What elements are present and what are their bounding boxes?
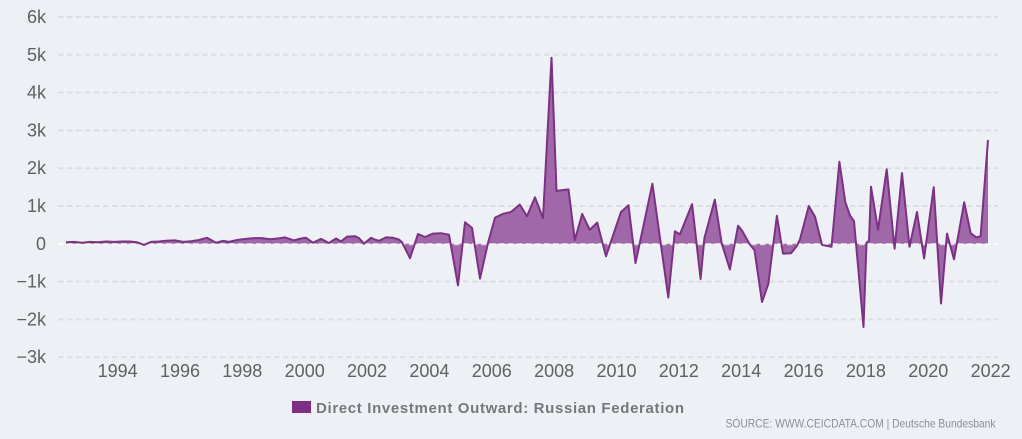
svg-text:−3k: −3k [16, 347, 47, 367]
svg-text:2004: 2004 [409, 361, 449, 381]
svg-text:2012: 2012 [659, 361, 699, 381]
svg-text:0: 0 [36, 234, 46, 254]
svg-text:1k: 1k [27, 196, 47, 216]
svg-text:SOURCE: WWW.CEICDATA.COM | Deu: SOURCE: WWW.CEICDATA.COM | Deutsche Bund… [726, 417, 997, 431]
svg-text:−2k: −2k [16, 309, 47, 329]
svg-text:2010: 2010 [596, 361, 636, 381]
svg-text:2002: 2002 [347, 361, 387, 381]
svg-text:1994: 1994 [98, 361, 138, 381]
svg-text:2000: 2000 [285, 361, 325, 381]
svg-text:3k: 3k [27, 120, 47, 140]
svg-text:4k: 4k [27, 83, 47, 103]
svg-text:2020: 2020 [908, 361, 948, 381]
svg-text:2014: 2014 [721, 361, 761, 381]
svg-text:Direct Investment Outward: Rus: Direct Investment Outward: Russian Feder… [316, 400, 684, 417]
svg-text:2006: 2006 [472, 361, 512, 381]
svg-text:5k: 5k [27, 45, 47, 65]
svg-text:2022: 2022 [971, 361, 1011, 381]
svg-text:1996: 1996 [160, 361, 200, 381]
svg-text:2016: 2016 [784, 361, 824, 381]
svg-text:2k: 2k [27, 158, 47, 178]
svg-text:2008: 2008 [534, 361, 574, 381]
svg-text:−1k: −1k [16, 272, 47, 292]
svg-text:1998: 1998 [222, 361, 262, 381]
svg-text:6k: 6k [27, 7, 47, 27]
svg-text:2018: 2018 [846, 361, 886, 381]
